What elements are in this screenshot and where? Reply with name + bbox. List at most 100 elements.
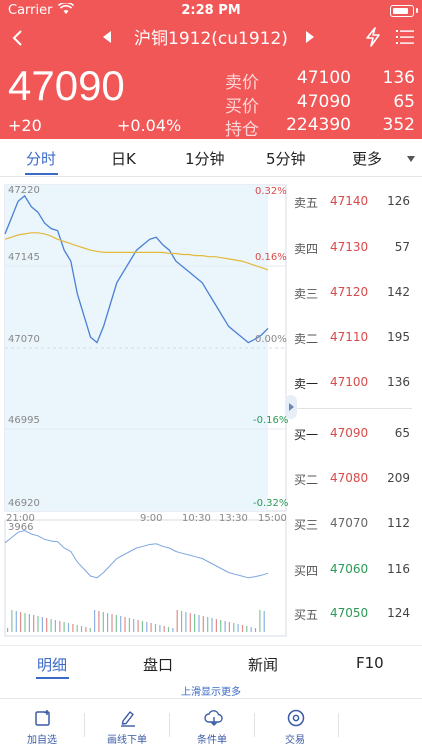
volume-bar <box>185 612 187 632</box>
volume-bar <box>215 619 217 632</box>
level-volume: 142 <box>387 285 410 299</box>
level-label: 卖二 <box>294 332 319 346</box>
level-label: 买二 <box>294 473 319 487</box>
bid-row-4[interactable]: 买四 47060 116 <box>288 562 422 582</box>
open-interest-label: 持仓 <box>225 120 259 140</box>
tab-more[interactable]: 更多 <box>352 150 383 168</box>
battery-tip <box>416 8 418 13</box>
volume-bar <box>263 611 265 632</box>
menu-icon[interactable] <box>396 29 414 49</box>
more-dropdown-icon[interactable] <box>407 156 415 162</box>
price-line <box>4 194 269 344</box>
volume-bar <box>46 618 48 632</box>
volume-bar <box>59 621 61 632</box>
ask-row-2[interactable]: 卖二 47110 195 <box>288 330 422 350</box>
bid-row-3[interactable]: 买三 47070 112 <box>288 516 422 536</box>
level-price: 47050 <box>330 606 369 620</box>
level-label: 卖五 <box>294 196 319 210</box>
back-icon[interactable] <box>8 28 28 48</box>
volume-bar <box>7 628 9 632</box>
bid-row-1[interactable]: 买一 47090 65 <box>288 426 422 446</box>
draw-line-order-label: 画线下单 <box>107 735 147 746</box>
volume-bar <box>150 623 152 632</box>
bottom-toolbar: 加自选 画线下单 条件单 交易 <box>0 698 422 751</box>
y-left-tick: 46995 <box>8 415 40 426</box>
tab-5min[interactable]: 5分钟 <box>266 150 306 168</box>
tab-details[interactable]: 明细 <box>37 656 68 674</box>
cloud-condition-icon <box>204 709 223 727</box>
volume-bar <box>28 614 30 632</box>
tab-news[interactable]: 新闻 <box>248 656 279 674</box>
status-time: 2:28 PM <box>181 3 241 18</box>
bid-label: 买价 <box>225 97 259 117</box>
battery-icon <box>390 5 414 17</box>
y-left-tick: 47070 <box>8 334 40 345</box>
trade-button[interactable]: 交易 <box>253 699 337 751</box>
volume-bar <box>207 617 209 632</box>
y-right-tick: -0.32% <box>253 498 289 509</box>
intraday-chart[interactable] <box>0 182 288 637</box>
tab-daily-k[interactable]: 日K <box>111 150 136 168</box>
prev-contract-icon[interactable] <box>103 31 111 43</box>
x-tick: 15:00 <box>258 513 287 524</box>
ask-row-1[interactable]: 卖一 47100 136 <box>288 375 422 395</box>
volume-bar <box>63 622 65 632</box>
y-right-tick: 0.16% <box>255 252 287 263</box>
add-favorite-button[interactable]: 加自选 <box>0 699 84 751</box>
ask-price: 47100 <box>296 68 351 88</box>
level-price: 47140 <box>330 194 369 208</box>
volume-bar <box>137 620 139 632</box>
volume-bar <box>37 616 39 632</box>
volume-bar <box>85 627 87 632</box>
level-price: 47070 <box>330 516 369 530</box>
ask-quote-row: 卖价 47100 136 <box>225 68 415 93</box>
draw-line-order-button[interactable]: 画线下单 <box>85 699 169 751</box>
volume-bar <box>133 619 135 632</box>
tab-intraday[interactable]: 分时 <box>26 150 57 168</box>
volume-bar <box>128 618 130 632</box>
level-volume: 116 <box>387 562 410 576</box>
volume-bar <box>176 610 178 632</box>
volume-bar <box>76 625 78 632</box>
expand-handle-icon[interactable] <box>285 395 297 419</box>
status-bar: Carrier 2:28 PM <box>0 0 422 22</box>
level-label: 买一 <box>294 428 319 442</box>
intraday-chart-area[interactable]: 47220 47145 47070 46995 46920 0.32% 0.16… <box>0 182 288 637</box>
series-layer <box>4 194 269 344</box>
bid-row-5[interactable]: 买五 47050 124 <box>288 606 422 626</box>
volume-bar <box>89 628 91 632</box>
bid-quote-row: 买价 47090 65 <box>225 92 415 117</box>
volume-bar <box>250 627 252 632</box>
level-price: 47130 <box>330 240 369 254</box>
price-change-pct: +0.04% <box>117 116 182 135</box>
flash-icon[interactable] <box>364 27 382 51</box>
toolbar-divider <box>169 713 170 737</box>
active-detail-tab-underline <box>36 677 69 679</box>
ask-row-5[interactable]: 卖五 47140 126 <box>288 194 422 214</box>
bid-row-2[interactable]: 买二 47080 209 <box>288 471 422 491</box>
open-interest-row: 持仓 224390 352 <box>225 115 415 140</box>
level-price: 47090 <box>330 426 369 440</box>
ask-row-4[interactable]: 卖四 47130 57 <box>288 240 422 260</box>
tab-1min[interactable]: 1分钟 <box>185 150 225 168</box>
condition-order-button[interactable]: 条件单 <box>170 699 254 751</box>
open-interest-value: 224390 <box>286 115 351 135</box>
detail-tabs: 明细 盘口 新闻 F10 <box>0 645 422 680</box>
slide-up-hint[interactable]: 上滑显示更多 <box>181 687 241 698</box>
volume-bar <box>181 611 183 632</box>
tab-f10[interactable]: F10 <box>356 654 384 672</box>
volume-bar <box>102 612 104 632</box>
ask-row-3[interactable]: 卖三 47120 142 <box>288 285 422 305</box>
draw-line-order-icon <box>119 709 137 727</box>
trade-icon <box>287 709 305 727</box>
volume-bar <box>237 624 239 632</box>
order-book-divider <box>292 408 412 409</box>
volume-panel-frame <box>4 519 287 637</box>
volume-bar <box>189 613 191 632</box>
volume-trend-line <box>4 529 269 579</box>
volume-bar <box>246 626 248 632</box>
level-price: 47060 <box>330 562 369 576</box>
tab-order-book[interactable]: 盘口 <box>143 656 174 674</box>
last-price: 47090 <box>8 62 125 109</box>
next-contract-icon[interactable] <box>306 31 314 43</box>
